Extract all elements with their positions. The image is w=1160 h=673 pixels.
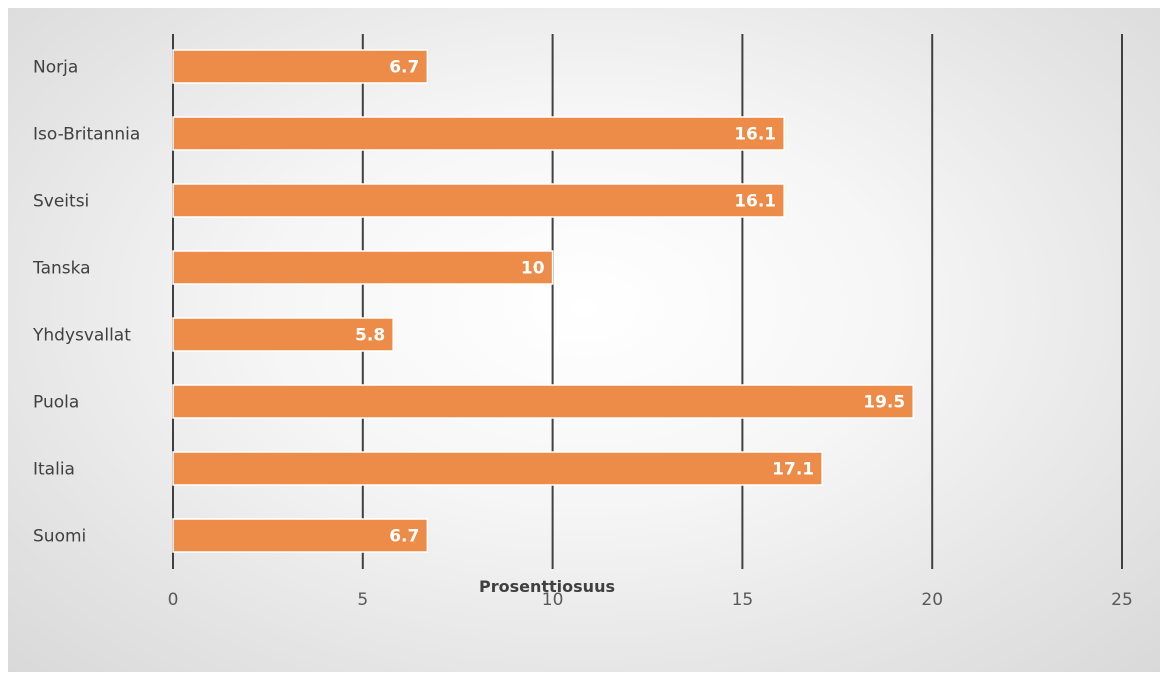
data-labels: 6.7 16.1 16.1 10 5.8 19.5 17.1 6.7 <box>355 58 905 547</box>
x-tick-label: 20 <box>921 590 943 610</box>
bar <box>172 384 914 419</box>
data-label: 5.8 <box>355 326 385 346</box>
x-tick-label: 0 <box>168 590 179 610</box>
bar <box>172 183 785 218</box>
chart-area: 6.7 16.1 16.1 10 5.8 19.5 17.1 6.7 Norja Iso-Bri… <box>8 8 1160 672</box>
category-label: Norja <box>33 58 78 78</box>
data-label: 16.1 <box>734 125 776 145</box>
bar <box>172 518 429 553</box>
data-label: 16.1 <box>734 192 776 212</box>
data-label: 6.7 <box>389 527 419 547</box>
bars <box>172 49 914 553</box>
category-label: Suomi <box>33 527 86 547</box>
data-label: 6.7 <box>389 58 419 78</box>
bar <box>172 250 554 285</box>
data-label: 10 <box>521 259 545 279</box>
category-label: Puola <box>33 393 79 413</box>
bar <box>172 317 394 352</box>
x-tick-labels: 0 5 10 15 20 25 <box>168 590 1133 610</box>
x-tick-label: 25 <box>1111 590 1133 610</box>
category-label: Yhdysvallat <box>32 326 131 346</box>
x-tick-label: 15 <box>732 590 754 610</box>
bar <box>172 451 823 486</box>
category-label: Italia <box>33 460 75 480</box>
category-label: Iso-Britannia <box>33 125 140 145</box>
data-label: 17.1 <box>772 460 814 480</box>
category-label: Sveitsi <box>33 192 89 212</box>
bar <box>172 49 429 84</box>
bar-chart: 6.7 16.1 16.1 10 5.8 19.5 17.1 6.7 Norja Iso-Bri… <box>32 34 1133 610</box>
x-tick-label: 10 <box>542 590 564 610</box>
x-tick-label: 5 <box>357 590 368 610</box>
bar <box>172 116 785 151</box>
category-labels: Norja Iso-Britannia Sveitsi Tanska Yhdysvall… <box>32 58 140 547</box>
data-label: 19.5 <box>863 393 905 413</box>
category-label: Tanska <box>32 259 91 279</box>
gridlines <box>172 34 1123 569</box>
x-axis-title: Prosenttiosuus <box>479 577 615 596</box>
